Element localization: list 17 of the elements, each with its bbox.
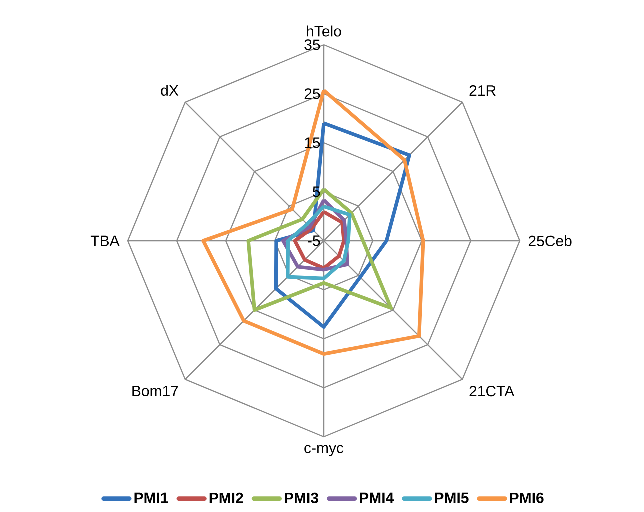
spoke-label: 21R: [470, 85, 496, 96]
legend-label: PMI5: [435, 492, 469, 504]
spoke-label: Bom17: [132, 386, 178, 396]
spoke-label: hTelo: [307, 26, 342, 37]
legend-label: PMI1: [134, 492, 168, 504]
y-tick-label: 25: [304, 88, 320, 100]
legend-label: PMI4: [360, 492, 394, 504]
y-tick-label: 35: [304, 40, 320, 50]
spoke-label: 21CTA: [470, 386, 515, 397]
legend-label: PMI6: [510, 492, 544, 504]
y-tick-label: -5: [308, 236, 320, 246]
spoke-label: 25Ceb: [528, 235, 572, 246]
legend-label: PMI3: [285, 492, 318, 504]
spoke-label: dX: [161, 84, 179, 96]
spoke-label: TBA: [90, 236, 120, 246]
spoke-label: c-myc: [304, 445, 344, 456]
legend-label: PMI2: [210, 492, 244, 504]
